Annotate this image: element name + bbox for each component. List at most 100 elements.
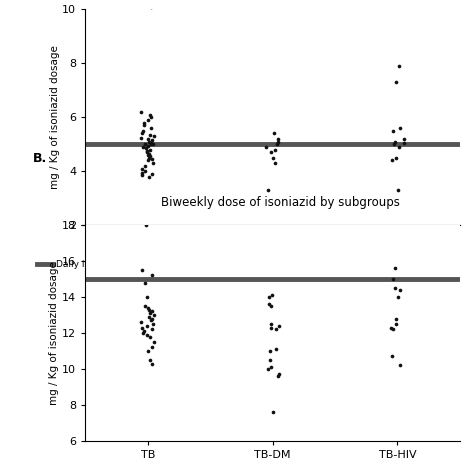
Point: [267, 324, 275, 331]
Y-axis label: mg / Kg of isoniazid dosage: mg / Kg of isoniazid dosage: [49, 261, 59, 405]
Point: [147, 114, 155, 121]
Point: [390, 140, 398, 148]
Point: [140, 328, 147, 335]
Legend: Daily isoniazid dose recommended by the Peruvian National TB program: Daily isoniazid dose recommended by the …: [33, 256, 389, 273]
Point: [150, 140, 157, 148]
Point: [143, 147, 151, 155]
Point: [389, 275, 397, 283]
Point: [148, 272, 155, 279]
Point: [141, 302, 149, 310]
Point: [150, 132, 158, 140]
Point: [143, 148, 151, 156]
Point: [147, 124, 155, 132]
Point: [144, 347, 152, 355]
Point: [140, 122, 147, 129]
Point: [394, 293, 402, 301]
Point: [141, 279, 149, 286]
Point: [396, 362, 404, 369]
Point: [149, 320, 157, 328]
Point: [146, 356, 153, 364]
Point: [147, 317, 155, 324]
Point: [392, 320, 400, 328]
Point: [138, 130, 146, 137]
Point: [264, 365, 272, 373]
Point: [146, 138, 153, 146]
Point: [145, 142, 152, 149]
Point: [146, 310, 154, 317]
Point: [144, 151, 152, 159]
Point: [391, 284, 399, 292]
Point: [266, 347, 273, 355]
Point: [146, 306, 153, 313]
Point: [389, 326, 397, 333]
Point: [148, 155, 156, 163]
Point: [150, 338, 158, 346]
Point: [146, 154, 153, 162]
Point: [148, 170, 156, 178]
Point: [388, 353, 396, 360]
Point: [273, 326, 280, 333]
Text: B.: B.: [33, 152, 47, 165]
Point: [144, 304, 152, 311]
Point: [264, 186, 272, 194]
Point: [146, 131, 154, 138]
Point: [147, 140, 155, 148]
Point: [143, 331, 151, 338]
Point: [271, 159, 279, 167]
Point: [138, 169, 146, 176]
Point: [143, 293, 151, 301]
Point: [148, 3, 155, 10]
Point: [265, 293, 273, 301]
Point: [146, 173, 153, 181]
Point: [392, 154, 400, 162]
Point: [144, 156, 152, 164]
Point: [392, 315, 400, 322]
Point: [147, 139, 155, 147]
Point: [270, 408, 277, 416]
Point: [387, 324, 394, 331]
Point: [146, 111, 154, 118]
Point: [139, 329, 147, 337]
Y-axis label: mg / Kg of isoniazid dosage: mg / Kg of isoniazid dosage: [49, 46, 60, 189]
Point: [144, 135, 152, 143]
Point: [272, 146, 279, 154]
Point: [139, 143, 146, 151]
Point: [267, 356, 274, 364]
Point: [273, 346, 280, 353]
Point: [148, 308, 155, 315]
Point: [275, 371, 283, 378]
Point: [146, 313, 153, 320]
Point: [267, 302, 275, 310]
Point: [139, 127, 147, 135]
Point: [396, 286, 403, 294]
Point: [395, 143, 402, 151]
Point: [389, 127, 397, 135]
Point: [138, 172, 146, 179]
Point: [401, 139, 408, 147]
Point: [148, 137, 156, 144]
Point: [146, 146, 154, 154]
Title: Biweekly dose of isoniazid by subgroups: Biweekly dose of isoniazid by subgroups: [161, 196, 400, 209]
Point: [274, 138, 282, 146]
Point: [389, 156, 396, 164]
Point: [150, 159, 157, 167]
Point: [143, 322, 151, 329]
Point: [146, 150, 153, 157]
Point: [269, 154, 277, 162]
Point: [400, 135, 408, 143]
Point: [274, 373, 282, 380]
Point: [396, 124, 403, 132]
Point: [148, 326, 156, 333]
Point: [141, 167, 149, 175]
Point: [267, 320, 274, 328]
Point: [267, 364, 274, 371]
Point: [137, 134, 145, 141]
Point: [267, 148, 274, 156]
Point: [148, 360, 156, 367]
Point: [270, 130, 278, 137]
Point: [139, 324, 146, 331]
Point: [269, 292, 276, 299]
Point: [138, 266, 146, 274]
Point: [392, 79, 400, 86]
Point: [141, 162, 149, 170]
